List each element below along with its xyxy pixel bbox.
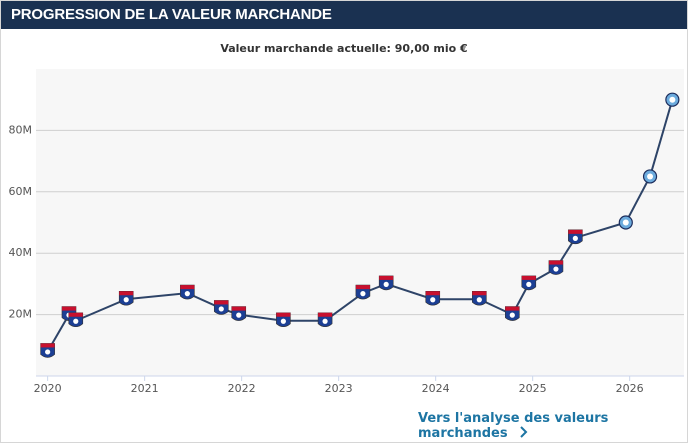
y-tick-label: 80M [9, 123, 33, 136]
marker-part [40, 343, 55, 348]
widget-title: PROGRESSION DE LA VALEUR MARCHANDE [1, 1, 687, 29]
marker-part [669, 96, 676, 103]
y-tick-label: 60M [9, 185, 33, 198]
marker-part [280, 318, 286, 324]
marker-part [68, 312, 83, 317]
marker-part [379, 275, 394, 280]
marker-part [119, 291, 134, 296]
club-marker [665, 92, 680, 107]
marker-part [509, 312, 515, 318]
club-marker [642, 169, 658, 184]
chevron-icon[interactable] [518, 426, 530, 438]
chart: Valeur marchande actuelle: 90,00 mio € 2… [9, 42, 684, 395]
marker-part [360, 291, 366, 297]
club-marker [378, 275, 394, 291]
marker-part [180, 285, 195, 290]
marker-part [45, 349, 51, 355]
club-marker [548, 260, 564, 275]
marker-part [472, 291, 487, 296]
club-marker [521, 275, 537, 291]
y-tick-label: 40M [9, 246, 33, 259]
marker-part [572, 235, 578, 241]
club-marker [213, 300, 229, 315]
marker-part [553, 266, 559, 272]
marker-part [276, 312, 291, 317]
plot-background [36, 69, 684, 376]
x-tick-label: 2024 [422, 382, 450, 395]
marker-part [236, 312, 242, 318]
marker-part [521, 275, 536, 280]
club-marker [618, 215, 633, 230]
marker-part [61, 306, 76, 311]
marker-part [214, 300, 229, 305]
marker-part [568, 229, 583, 234]
club-marker [180, 284, 195, 300]
club-marker [276, 312, 291, 328]
marker-part [383, 281, 389, 287]
club-marker [568, 229, 583, 245]
club-marker [231, 306, 247, 321]
marker-part [73, 318, 79, 324]
club-marker [40, 343, 55, 358]
club-marker [472, 290, 487, 306]
analysis-link[interactable]: Vers l'analyse des valeurs marchandes [418, 411, 687, 441]
chart-subtitle: Valeur marchande actuelle: 90,00 mio € [220, 42, 467, 55]
marker-part [184, 291, 190, 297]
x-tick-label: 2026 [616, 382, 644, 395]
marker-part [548, 260, 563, 265]
x-tick-label: 2021 [131, 382, 159, 395]
marker-part [322, 318, 328, 324]
marker-part [123, 297, 129, 303]
marker-part [622, 219, 629, 226]
marker-part [231, 306, 246, 311]
club-marker [504, 306, 520, 321]
club-marker [68, 312, 84, 328]
marker-part [526, 281, 532, 287]
marker-part [355, 285, 370, 290]
club-marker [355, 284, 371, 300]
marker-part [218, 306, 224, 312]
marker-part [505, 306, 520, 311]
x-tick-label: 2023 [325, 382, 353, 395]
club-marker [118, 290, 134, 306]
marker-part [476, 297, 482, 303]
club-marker [425, 290, 441, 306]
x-tick-label: 2020 [34, 382, 62, 395]
marker-part [425, 291, 440, 296]
marker-part [430, 297, 436, 303]
club-marker [317, 312, 333, 328]
marker-part [647, 173, 654, 180]
marker-part [318, 312, 333, 317]
link-text[interactable]: Vers l'analyse des valeurs marchandes [418, 411, 609, 441]
x-tick-label: 2025 [519, 382, 547, 395]
x-tick-label: 2022 [228, 382, 256, 395]
y-tick-label: 20M [9, 308, 33, 321]
